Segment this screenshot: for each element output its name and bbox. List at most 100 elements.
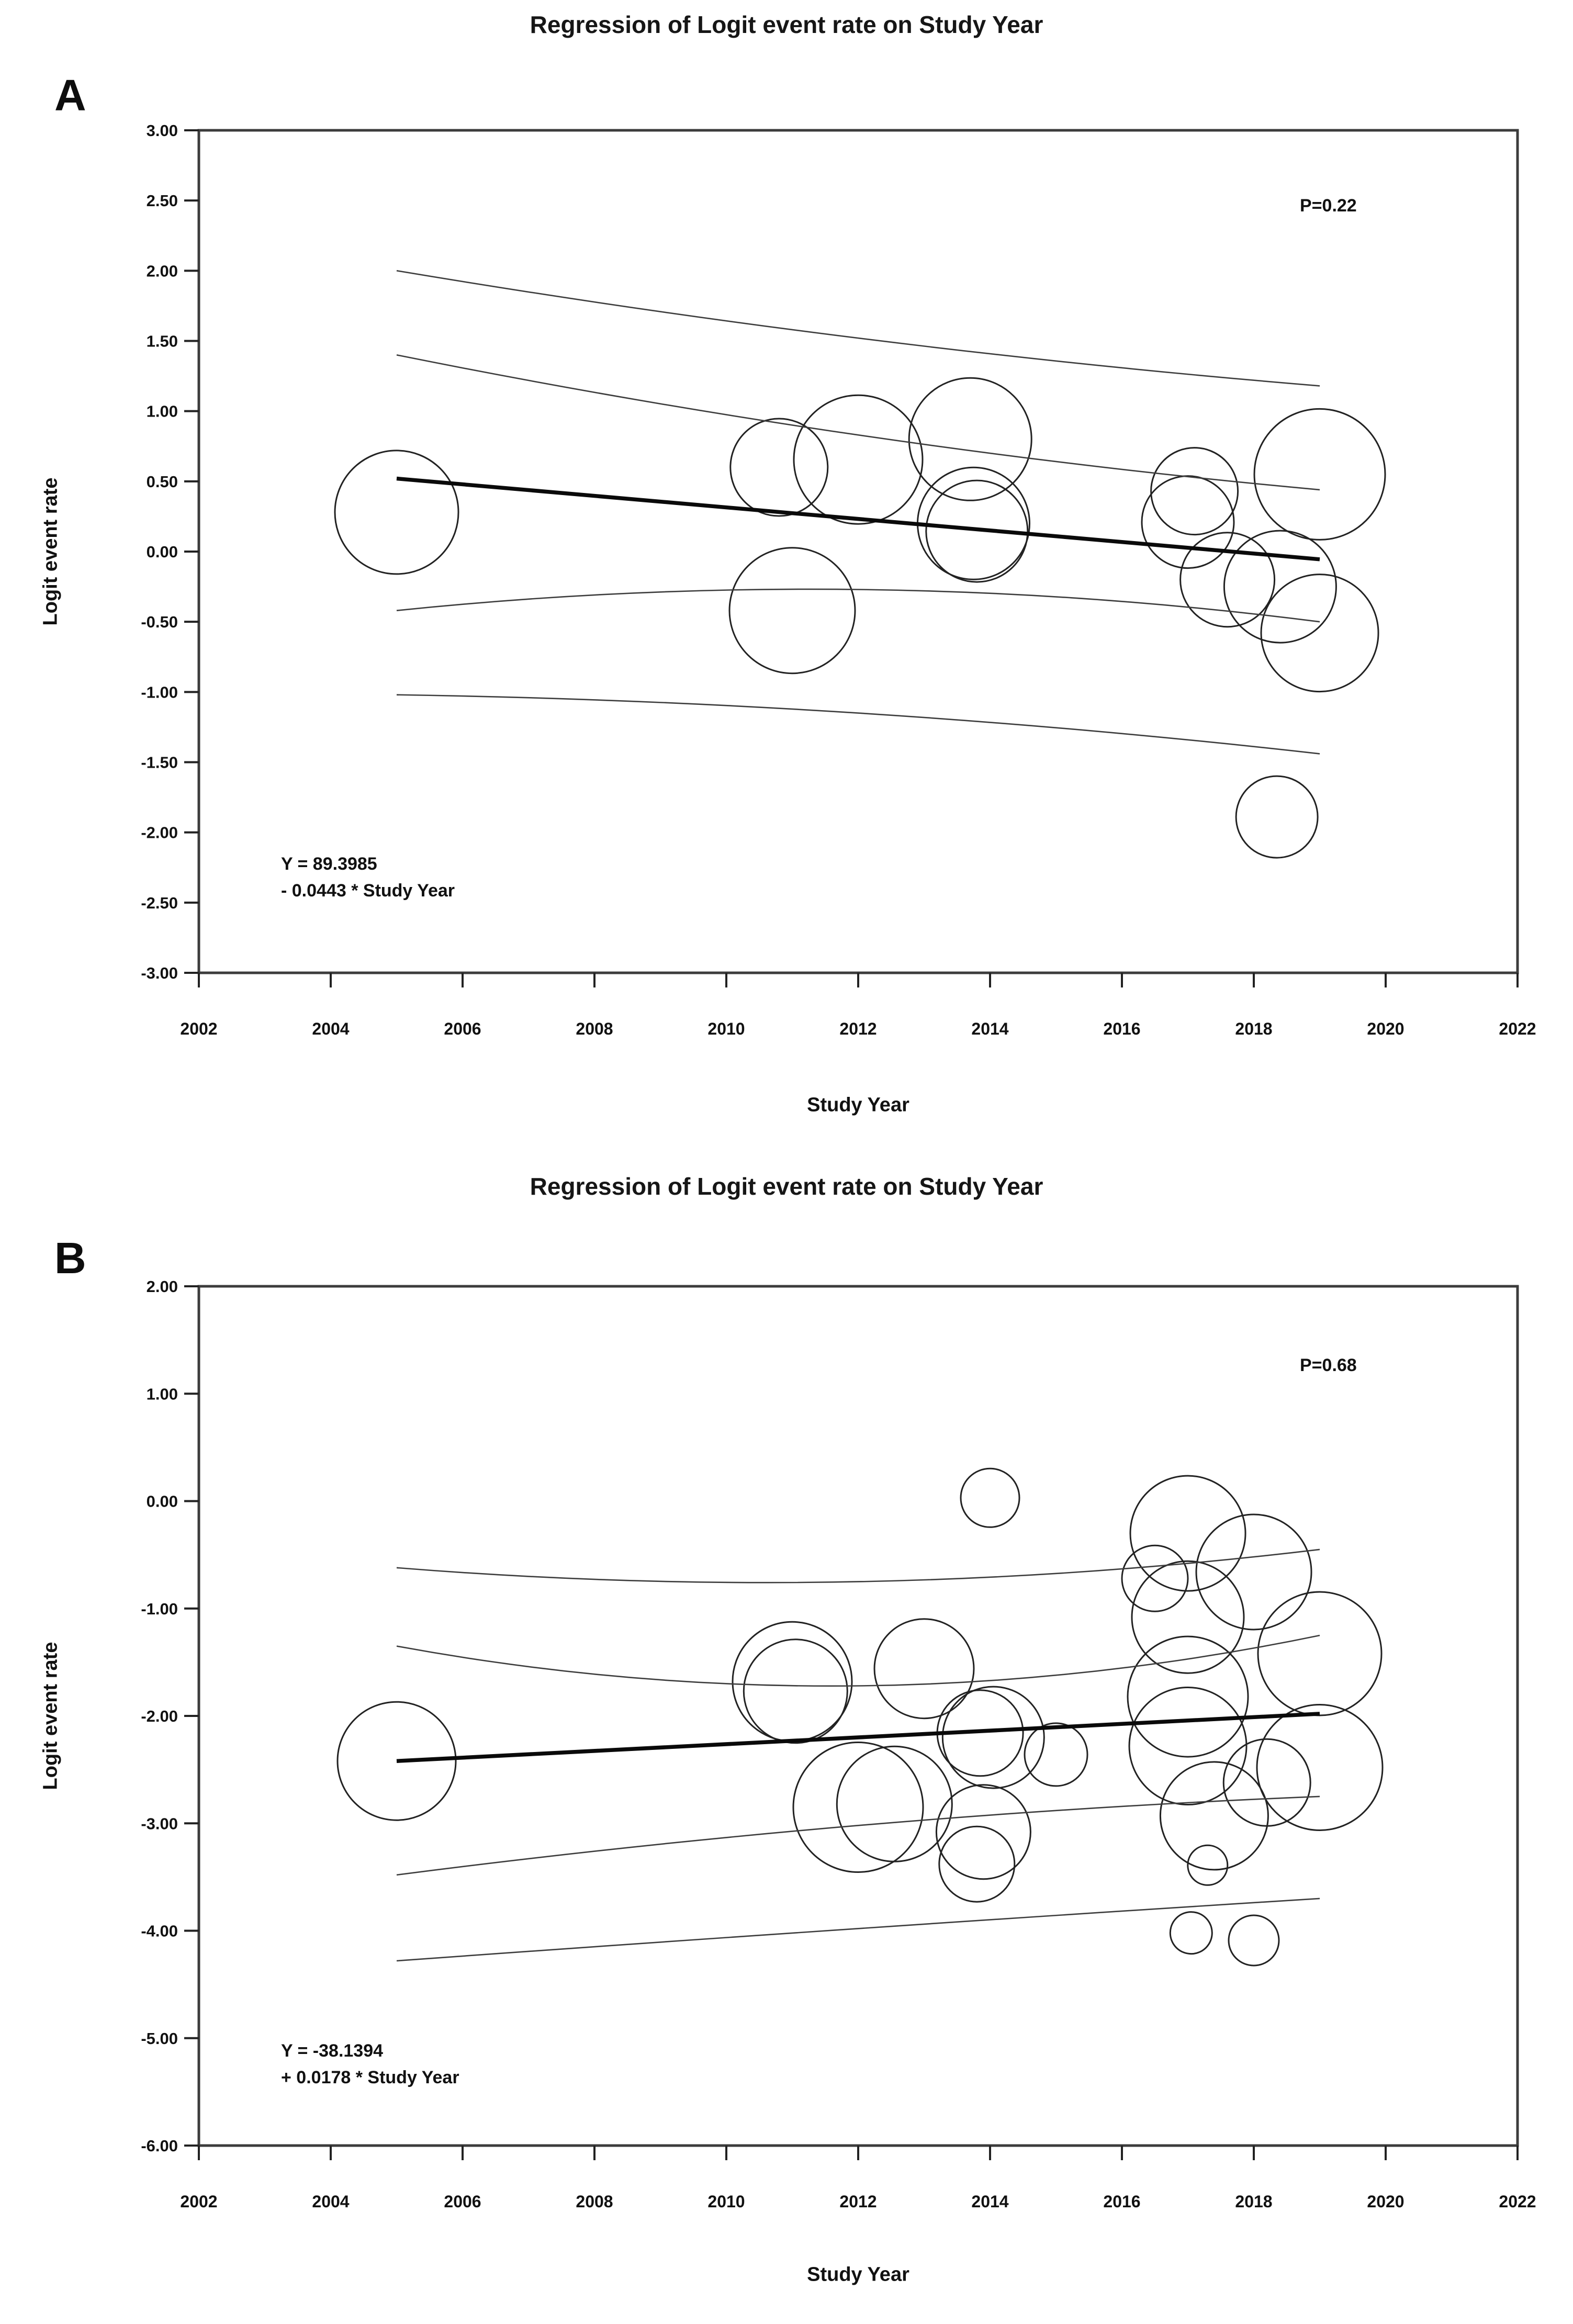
x-tick-label: 2020 (1367, 2192, 1404, 2211)
panel-b-title: Regression of Logit event rate on Study … (530, 1173, 1043, 1200)
panel-a-x-axis-title: Study Year (807, 1094, 909, 1116)
x-tick-label: 2014 (971, 1019, 1008, 1038)
study-circle (1127, 1635, 1249, 1758)
panel-b-equation-line2: + 0.0178 * Study Year (281, 2068, 459, 2087)
study-circle (1235, 775, 1319, 859)
panel-b-x-axis-title: Study Year (807, 2263, 909, 2286)
study-circle (1159, 1761, 1269, 1871)
study-circle (925, 479, 1029, 583)
study-circle (938, 1825, 1016, 1903)
y-tick-label: -2.00 (141, 824, 178, 842)
x-tick-label: 2018 (1235, 2192, 1272, 2211)
study-circle (743, 1638, 848, 1744)
x-tick-label: 2006 (444, 2192, 481, 2211)
study-circle (1150, 447, 1239, 536)
study-circle (1195, 1513, 1312, 1631)
study-circle (1169, 1911, 1213, 1955)
study-circle (1257, 1591, 1383, 1716)
confidence-band-inner-lower (396, 588, 1320, 623)
y-tick-label: 1.00 (147, 1385, 178, 1403)
panel-b-plot: 2002 2004 2006 2008 2010 2012 2014 2016 2018 2020… (141, 1277, 1536, 2211)
study-circle (729, 418, 829, 517)
y-tick-label: -2.00 (141, 1707, 178, 1725)
y-tick-label: 2.00 (147, 1277, 178, 1296)
x-tick-label: 2010 (707, 2192, 745, 2211)
panel-a-equation-line1: Y = 89.3985 (281, 854, 377, 874)
x-tick-label: 2012 (839, 1019, 877, 1038)
x-tick-label: 2020 (1367, 1019, 1404, 1038)
x-tick-label: 2006 (444, 1019, 481, 1038)
x-tick-label: 2022 (1499, 2192, 1536, 2211)
confidence-band-inner-lower (396, 1795, 1320, 1876)
confidence-band-inner-upper (396, 1634, 1320, 1687)
study-circle (1129, 1475, 1246, 1592)
study-circle (1228, 1914, 1280, 1967)
y-tick-label: 0.50 (147, 473, 178, 491)
study-circle (793, 394, 924, 525)
y-tick-label: -1.50 (141, 754, 178, 772)
x-tick-label: 2008 (576, 1019, 613, 1038)
x-tick-label: 2002 (180, 1019, 217, 1038)
y-tick-label: -3.00 (141, 964, 178, 982)
confidence-band-outer-lower (396, 694, 1320, 755)
study-circle (960, 1467, 1020, 1528)
confidence-band-outer-upper (396, 270, 1320, 387)
panel-a-p-value: P=0.22 (1300, 196, 1357, 216)
panel-b-equation-line1: Y = -38.1394 (281, 2041, 384, 2061)
y-tick-label: 1.50 (147, 332, 178, 351)
y-tick-label: 2.50 (147, 192, 178, 210)
study-circle (935, 1784, 1031, 1880)
study-circle (1024, 1722, 1088, 1787)
study-circle (792, 1742, 924, 1873)
study-circle (1131, 1560, 1245, 1674)
study-circle (1121, 1544, 1189, 1612)
study-circle (1222, 1738, 1311, 1827)
x-tick-label: 2012 (839, 2192, 877, 2211)
regression-line (396, 1712, 1320, 1763)
x-tick-label: 2018 (1235, 1019, 1272, 1038)
confidence-band-outer-upper (396, 1548, 1320, 1584)
study-circle (1260, 574, 1379, 693)
x-tick-label: 2016 (1103, 1019, 1140, 1038)
confidence-band-outer-lower (396, 1898, 1320, 1962)
study-circle (1128, 1687, 1248, 1805)
x-tick-label: 2016 (1103, 2192, 1140, 2211)
study-circle (1256, 1704, 1384, 1831)
y-tick-label: -0.50 (141, 613, 178, 631)
panel-b-p-value: P=0.68 (1300, 1355, 1357, 1375)
study-circle (1187, 1844, 1229, 1886)
y-tick-label: 0.00 (147, 543, 178, 561)
x-tick-label: 2008 (576, 2192, 613, 2211)
x-tick-label: 2004 (312, 1019, 349, 1038)
study-circle (1223, 530, 1337, 644)
y-tick-label: -6.00 (141, 2137, 178, 2155)
y-tick-label: 3.00 (147, 121, 178, 140)
x-tick-label: 2022 (1499, 1019, 1536, 1038)
study-circle (917, 466, 1030, 580)
y-tick-label: -1.00 (141, 683, 178, 701)
x-tick-label: 2002 (180, 2192, 217, 2211)
panel-a-plot: 2002 2004 2006 2008 2010 2012 2014 2016 2018 2020… (141, 121, 1536, 1038)
panel-a-equation: Y = 89.3985 - 0.0443 * Study Year (281, 851, 455, 904)
study-circle (1253, 408, 1386, 541)
y-tick-label: 1.00 (147, 402, 178, 421)
y-tick-label: -3.00 (141, 1814, 178, 1833)
x-tick-label: 2014 (971, 2192, 1008, 2211)
study-circle (836, 1745, 953, 1862)
study-circle (873, 1618, 975, 1720)
study-circle (728, 547, 856, 675)
plot-frame (197, 129, 1519, 974)
study-circle (336, 1701, 457, 1821)
panel-a-equation-line2: - 0.0443 * Study Year (281, 881, 455, 901)
study-circle (908, 377, 1032, 501)
study-circle (1179, 532, 1276, 628)
panel-a-title: Regression of Logit event rate on Study … (530, 11, 1043, 38)
y-tick-label: 0.00 (147, 1492, 178, 1511)
study-circle (941, 1686, 1045, 1789)
panel-b-equation: Y = -38.1394 + 0.0178 * Study Year (281, 2038, 459, 2091)
y-tick-label: -5.00 (141, 2029, 178, 2048)
study-circle (1141, 475, 1235, 569)
x-tick-label: 2004 (312, 2192, 349, 2211)
y-tick-label: -1.00 (141, 1600, 178, 1618)
